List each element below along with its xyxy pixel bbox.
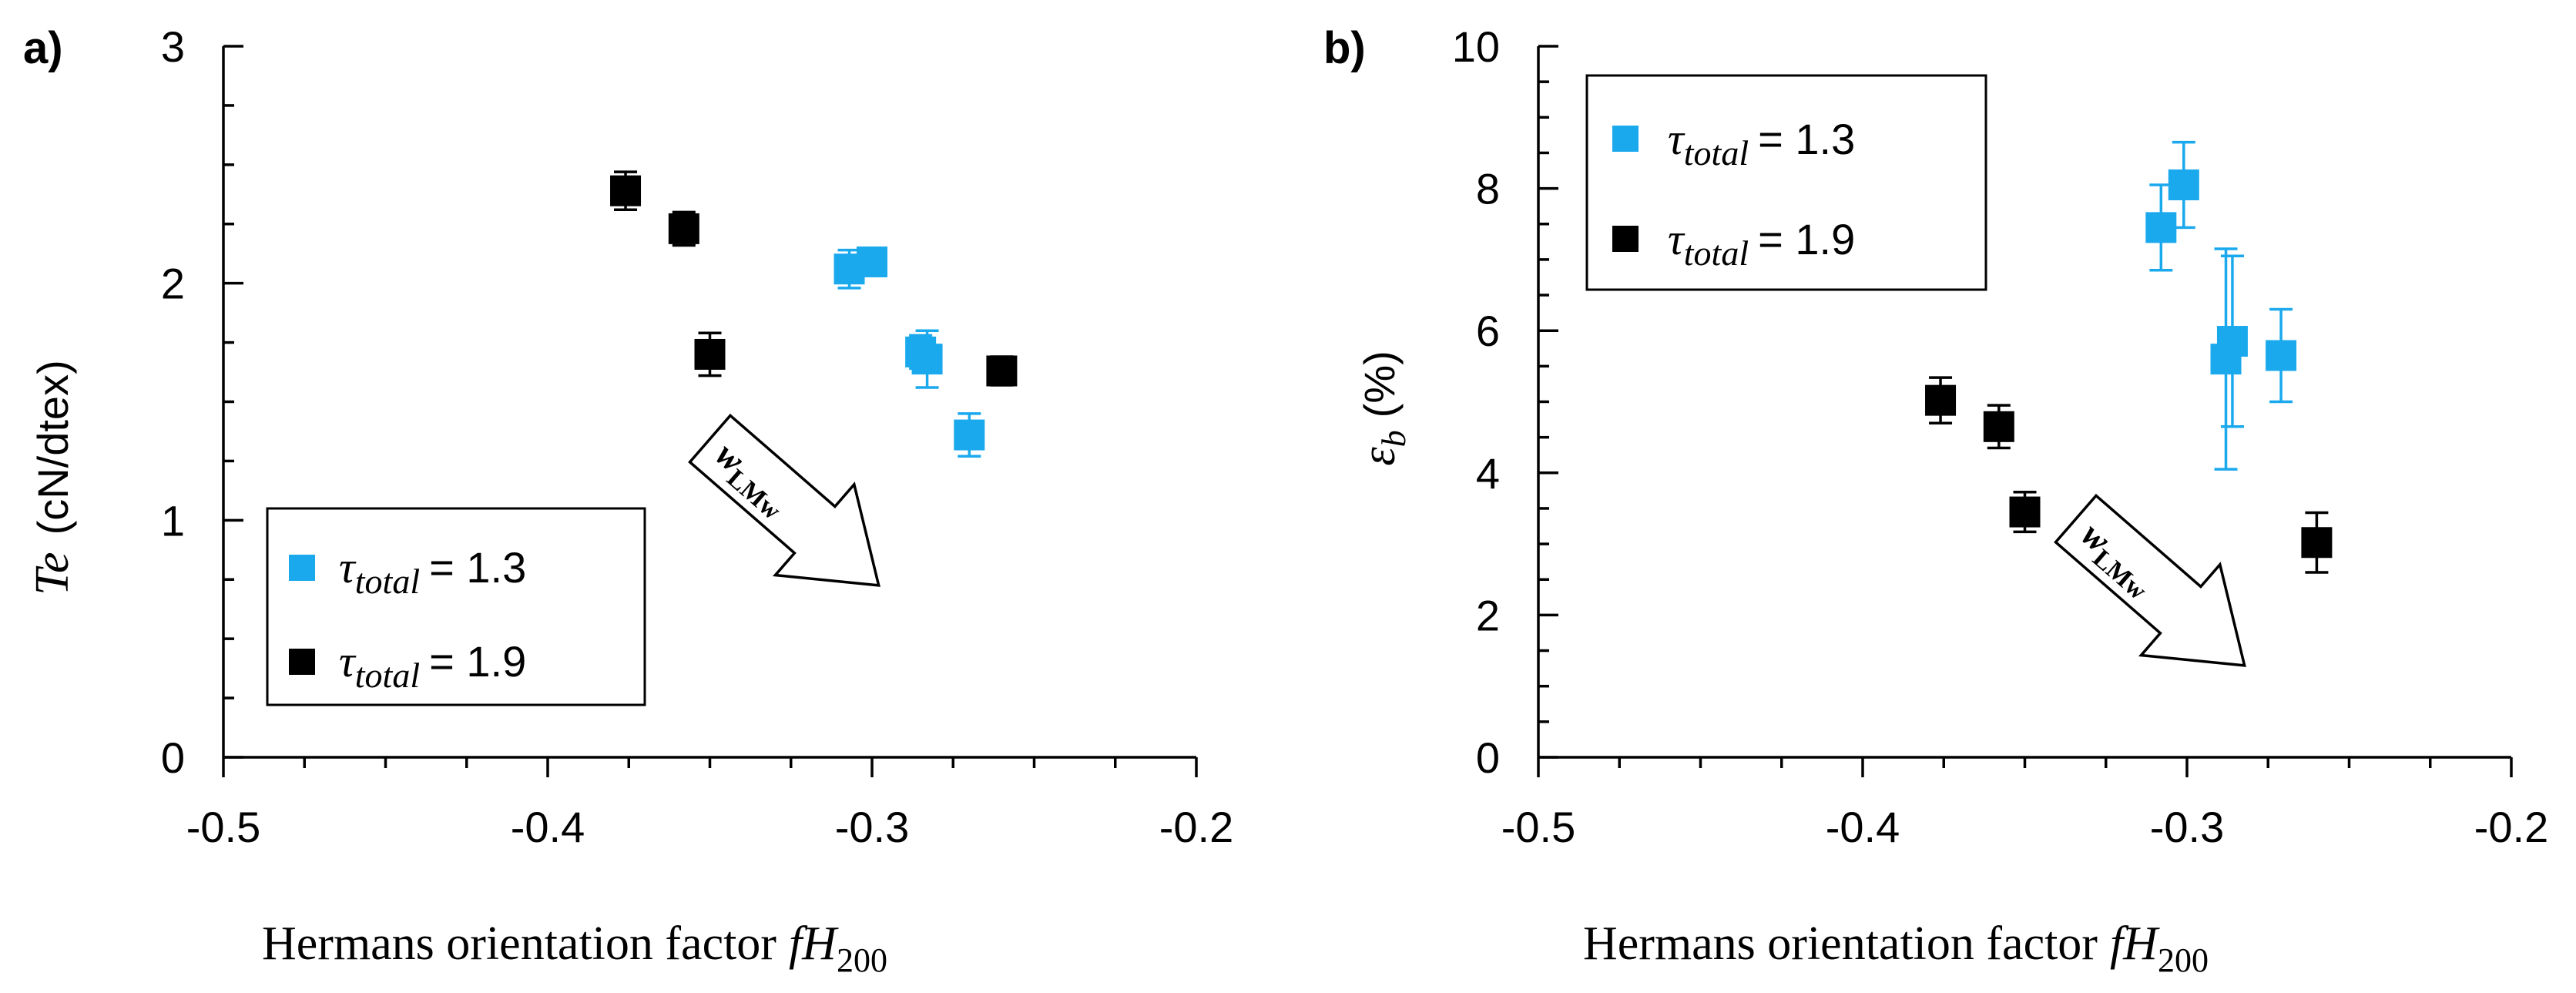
panel-a-arrow-icon	[688, 413, 880, 587]
panel-b-y-tick-label: 6	[1476, 307, 1500, 355]
panel-b-data-point	[1983, 411, 2014, 442]
panel-a-legend-label-1: τtotal = 1.3	[339, 542, 526, 601]
panel-b-x-label: Hermans orientation factor	[1583, 918, 2098, 970]
panel-a-x-tick-label: -0.4	[511, 803, 585, 851]
panel-a-data-point	[986, 355, 1018, 387]
panel-b-x-tick-label: -0.2	[2474, 803, 2549, 851]
panel-b-data-point	[2266, 340, 2297, 371]
panel-b-y-axis-title: εb (%)	[1353, 351, 1413, 466]
panel-b-x-tick-label: -0.5	[1501, 803, 1576, 851]
panel-a-legend-box	[266, 507, 646, 706]
panel-a-series-1	[834, 246, 985, 458]
panel-b-series-2	[1925, 376, 2333, 574]
panel-b-y-tick-label: 10	[1452, 22, 1500, 71]
panel-a-x-label: Hermans orientation factor	[262, 918, 776, 970]
panel-b-x-tick-label: -0.4	[1826, 803, 1900, 851]
panel-a-legend-marker-2	[289, 649, 315, 675]
panel-b-arrow-annotation: wLMw	[2054, 493, 2246, 667]
panel-a-series-2	[610, 170, 1018, 387]
panel-b-data-point	[2168, 169, 2199, 200]
panel-b-x-axis-title: Hermans orientation factor fH200	[1583, 918, 2209, 979]
panel-b-series-1	[2145, 140, 2297, 471]
panel-b-legend-label-1: τtotal = 1.3	[1668, 114, 1855, 173]
panel-b-data-point	[1925, 384, 1957, 416]
panel-a-data-point	[668, 213, 699, 244]
panel-a: a) Te (cN/dtex) Hermans orientation facto…	[23, 22, 1233, 979]
panel-a-marks	[610, 170, 1018, 458]
panel-b-y-tick-label: 0	[1476, 733, 1500, 782]
panel-a-y-unit: (cN/dtex)	[29, 360, 77, 535]
panel-a-y-tick-label: 3	[161, 22, 185, 71]
panel-b-label: b)	[1323, 23, 1366, 73]
panel-a-legend-marker-1	[289, 555, 315, 581]
panel-a-x-symbol: fH	[789, 918, 839, 970]
panel-b-y-tick-label: 8	[1476, 165, 1500, 213]
panel-a-legend-label-2: τtotal = 1.9	[339, 636, 526, 695]
panel-a-data-point	[911, 344, 943, 375]
panel-b-x-symbol: fH	[2110, 918, 2160, 970]
panel-a-x-axis-title: Hermans orientation factor fH200	[262, 918, 887, 979]
panel-b-x-sub: 200	[2158, 941, 2209, 979]
panel-b-arrow-icon	[2054, 493, 2246, 667]
panel-b-legend-label-2: τtotal = 1.9	[1668, 214, 1855, 273]
panel-b-legend-box	[1585, 74, 1987, 291]
panel-b-y-unit: (%)	[1355, 351, 1404, 418]
panel-a-x-tick-label: -0.2	[1159, 803, 1234, 851]
panel-a-arrow-annotation: wLMw	[688, 413, 880, 587]
panel-a-data-point	[694, 338, 726, 370]
panel-a-data-point	[954, 419, 985, 451]
panel-b-legend: τtotal = 1.3 τtotal = 1.9	[1585, 74, 1987, 291]
panel-a-x-tick-label: -0.5	[186, 803, 261, 851]
panel-a-data-point	[857, 246, 887, 277]
panel-a-axes: 0 1 2 3 -0.5 -0.4 -0.3 -0.2	[161, 22, 1233, 851]
panel-b-x-tick-label: -0.3	[2150, 803, 2225, 851]
panel-b: b) εb(%) Hermans orientation factor fH200…	[1323, 22, 2548, 979]
panel-a-legend: τtotal = 1.3 τtotal = 1.9	[266, 507, 646, 706]
panel-b-legend-marker-2	[1612, 226, 1639, 252]
panel-a-y-tick-label: 2	[161, 260, 185, 308]
panel-b-axes: 0 2 4 6 8 10 -0.5 -0.4 -0.3 -0.2	[1452, 22, 2549, 851]
panel-b-data-point	[2301, 527, 2333, 559]
panel-a-y-tick-label: 0	[161, 733, 185, 782]
panel-a-data-point	[610, 175, 642, 206]
panel-a-y-tick-label: 1	[161, 496, 185, 545]
panel-b-y-tick-label: 4	[1476, 449, 1500, 498]
panel-a-y-axis-title: Te (cN/dtex)	[26, 360, 79, 595]
panel-b-y-tick-label: 2	[1476, 591, 1500, 639]
panel-a-y-symbol: Te	[26, 552, 79, 595]
panel-a-x-sub: 200	[837, 941, 887, 979]
panel-b-legend-marker-1	[1612, 126, 1639, 152]
panel-b-data-point	[2216, 326, 2248, 357]
panel-b-y-sub: b	[1375, 430, 1413, 447]
panel-a-x-tick-label: -0.3	[835, 803, 910, 851]
panel-b-data-point	[2009, 496, 2041, 528]
panel-a-label: a)	[23, 23, 63, 73]
panel-b-data-point	[2145, 212, 2177, 243]
panel-b-y-symbol: ε	[1353, 447, 1405, 466]
panel-b-marks	[1925, 140, 2333, 574]
